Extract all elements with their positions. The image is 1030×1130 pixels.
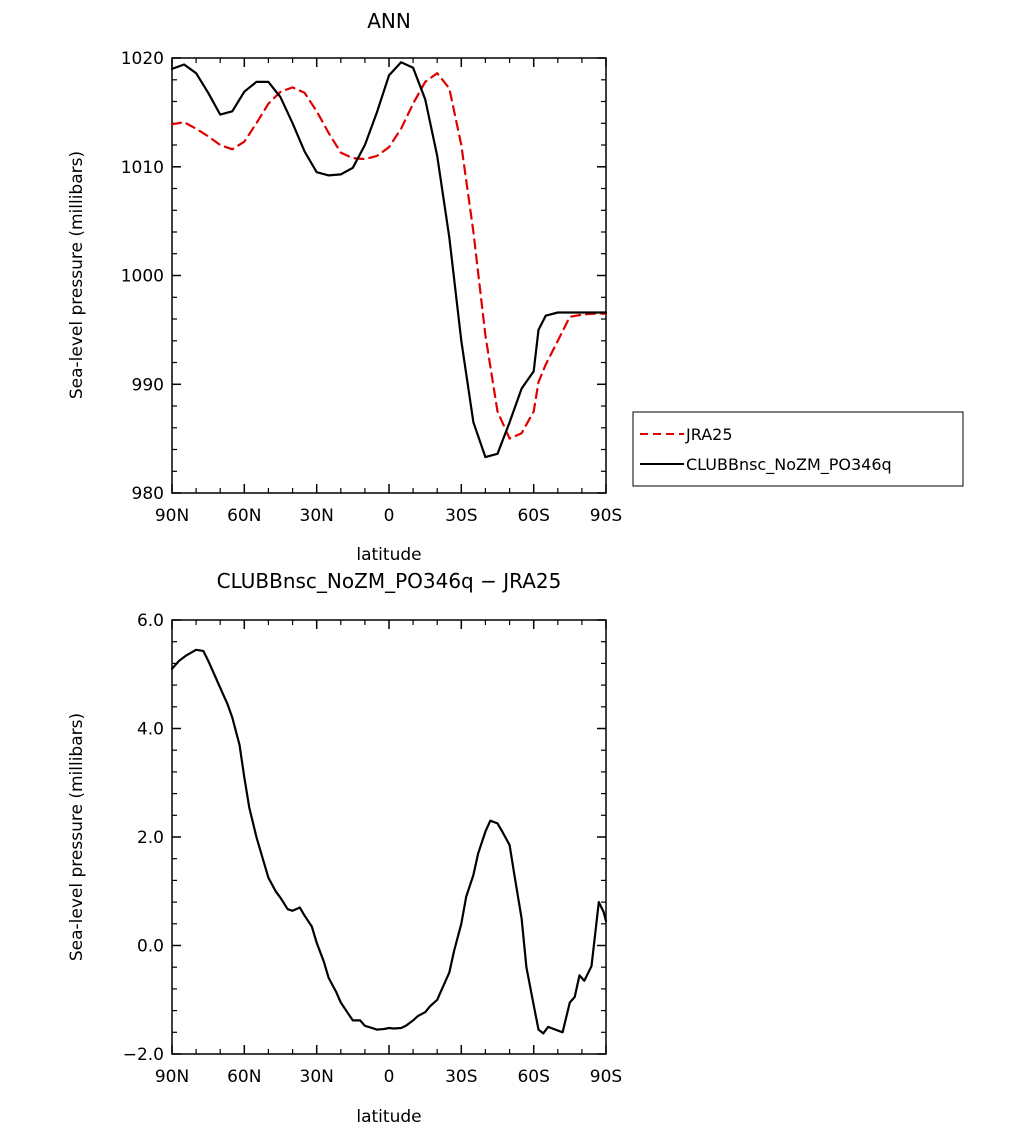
- bottom-y-tick-label: 4.0: [137, 720, 164, 740]
- legend: JRA25 CLUBBnsc_NoZM_PO346q: [632, 411, 964, 487]
- top-plot-frame: [171, 57, 607, 494]
- bottom-x-tick-label: 60S: [517, 1067, 549, 1087]
- bottom-x-tick-label: 60N: [227, 1067, 261, 1087]
- top-y-tick-label: 990: [132, 375, 164, 395]
- top-y-tick-labels: 980 990 1000 1010 1020: [121, 49, 164, 504]
- top-x-tick-label: 0: [384, 506, 395, 526]
- top-x-tick-label: 30N: [300, 506, 334, 526]
- legend-label-jra25: JRA25: [685, 425, 733, 444]
- top-y-tick-label: 1010: [121, 158, 164, 178]
- legend-label-clubb: CLUBBnsc_NoZM_PO346q: [686, 455, 892, 475]
- bottom-panel: CLUBBnsc_NoZM_PO346q − JRA25 −2.0 0.0 2.0 4…: [67, 569, 622, 1127]
- bottom-y-tick-label: −2.0: [123, 1045, 164, 1065]
- top-chart-title: ANN: [367, 9, 411, 33]
- top-x-tick-labels: 90N 60N 30N 0 30S 60S 90S: [155, 506, 622, 526]
- bottom-x-tick-label: 90N: [155, 1067, 189, 1087]
- top-x-tick-label: 30S: [445, 506, 477, 526]
- bottom-x-tick-label: 0: [384, 1067, 395, 1087]
- legend-box: [632, 411, 964, 487]
- bottom-chart-title: CLUBBnsc_NoZM_PO346q − JRA25: [217, 569, 562, 593]
- bottom-y-tick-label: 2.0: [137, 828, 164, 848]
- bottom-x-tick-label: 30S: [445, 1067, 477, 1087]
- top-y-tick-label: 980: [132, 484, 164, 504]
- bottom-x-tick-labels: 90N 60N 30N 0 30S 60S 90S: [155, 1067, 622, 1087]
- bottom-plot-frame: [171, 619, 607, 1055]
- top-tick-marks: [171, 57, 607, 494]
- top-x-tick-label: 90N: [155, 506, 189, 526]
- top-x-tick-label: 90S: [590, 506, 622, 526]
- bottom-tick-marks: [171, 619, 607, 1055]
- top-series-line-clubbnsc-nozm-po346q: [170, 61, 608, 459]
- bottom-x-tick-label: 90S: [590, 1067, 622, 1087]
- top-series-lines: [170, 61, 608, 459]
- top-y-axis-label: Sea-level pressure (millibars): [67, 151, 87, 399]
- bottom-y-tick-label: 0.0: [137, 937, 164, 957]
- top-x-tick-label: 60N: [227, 506, 261, 526]
- bottom-y-tick-label: 6.0: [137, 611, 164, 631]
- top-y-tick-label: 1020: [121, 49, 164, 69]
- bottom-x-axis-label: latitude: [356, 1107, 421, 1127]
- bottom-y-tick-labels: −2.0 0.0 2.0 4.0 6.0: [123, 611, 164, 1065]
- top-x-axis-label: latitude: [356, 545, 421, 565]
- bottom-series-line-difference: [170, 648, 608, 1035]
- bottom-series-lines: [170, 648, 608, 1035]
- top-series-line-jra25: [170, 72, 608, 440]
- top-x-tick-label: 60S: [517, 506, 549, 526]
- bottom-x-tick-label: 30N: [300, 1067, 334, 1087]
- top-y-tick-label: 1000: [121, 267, 164, 287]
- bottom-y-axis-label: Sea-level pressure (millibars): [67, 713, 87, 961]
